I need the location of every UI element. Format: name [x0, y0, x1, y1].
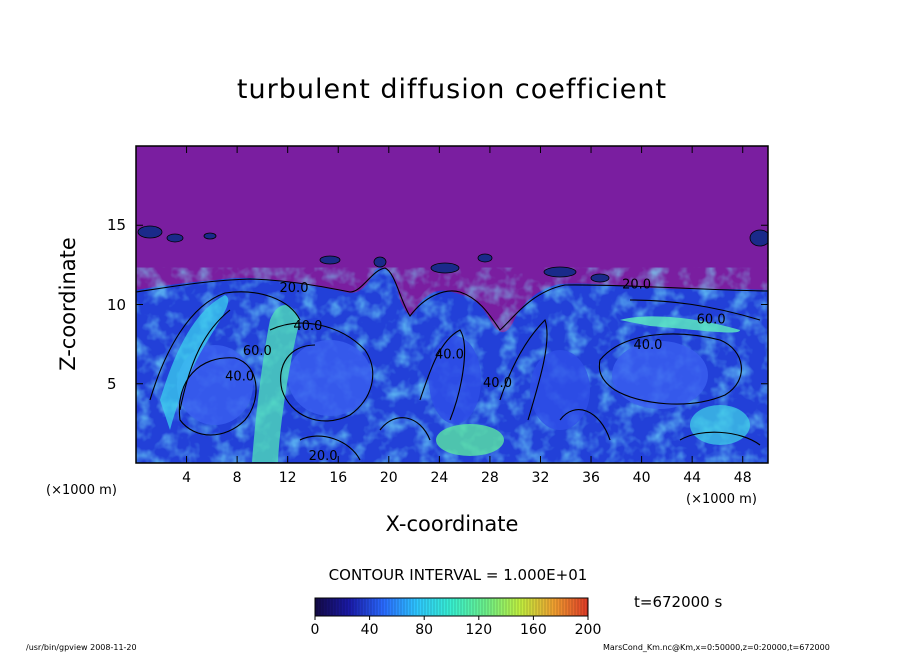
high-diffusion-band [436, 424, 504, 456]
x-tick-marks [186, 146, 744, 463]
plot-area [136, 146, 768, 463]
eddy-core [288, 340, 372, 416]
y-axis-label: Z-coordinate [56, 237, 80, 371]
x-tick-label: 32 [531, 470, 550, 486]
contour-interval-label: CONTOUR INTERVAL = 1.000E+01 [328, 566, 588, 584]
chart-title: turbulent diffusion coefficient [236, 74, 668, 105]
x-unit-label-left: (×1000 m) [46, 483, 117, 498]
x-tick-label: 8 [232, 470, 242, 486]
contour-label: 60.0 [243, 344, 272, 359]
x-tick-label: 36 [582, 470, 600, 486]
colorbar-tick-label: 120 [465, 622, 493, 638]
contour-label: 20.0 [309, 449, 338, 464]
high-diffusion-band [690, 405, 750, 445]
contour-label: 20.0 [622, 278, 651, 293]
colorbar-tick-label: 40 [360, 622, 379, 638]
footer-data-source: MarsCond_Km.nc@Km,x=0:50000,z=0:20000,t=… [603, 643, 830, 652]
x-tick-label: 12 [278, 470, 297, 486]
colorbar-tick-label: 0 [310, 622, 320, 638]
contour-label: 40.0 [633, 338, 662, 353]
contour-label: 40.0 [483, 376, 512, 391]
x-tick-label: 40 [632, 470, 651, 486]
eddy-core [429, 336, 481, 424]
colorbar-tick-marks [314, 599, 589, 620]
y-tick-marks [136, 224, 768, 385]
y-tick-label: 10 [107, 295, 127, 314]
contour-label: 40.0 [225, 370, 254, 385]
eddy-core [530, 350, 590, 430]
contour-label: 20.0 [280, 281, 309, 296]
contour-label: 40.0 [293, 319, 322, 334]
x-unit-label-right: (×1000 m) [686, 492, 757, 507]
y-tick-label: 15 [107, 216, 127, 235]
contour-lines [136, 267, 768, 461]
x-axis-label: X-coordinate [385, 512, 519, 536]
upper-patches [137, 225, 768, 283]
contour-label: 40.0 [435, 347, 464, 362]
eddy-core [177, 345, 253, 425]
x-tick-label: 48 [733, 470, 752, 486]
contour-labels: 20.0 40.0 40.0 60.0 20.0 20.0 60.0 40.0 40.0 40.0 [225, 278, 725, 464]
x-tick-label: 28 [480, 470, 499, 486]
x-tick-label: 4 [182, 470, 192, 486]
time-label: t=672000 s [634, 593, 723, 611]
colorbar-tick-label: 200 [574, 622, 602, 638]
x-tick-label: 16 [329, 470, 348, 486]
footer-program-info: /usr/bin/gpview 2008-11-20 [26, 643, 137, 652]
high-diffusion-band [252, 305, 300, 462]
x-tick-label: 24 [430, 470, 449, 486]
contour-label: 60.0 [697, 313, 726, 328]
colorbar-tick-label: 160 [520, 622, 547, 638]
colorbar-tick-label: 80 [415, 622, 434, 638]
x-tick-label: 20 [379, 470, 398, 486]
y-tick-label: 5 [107, 374, 117, 393]
x-tick-label: 44 [683, 470, 702, 486]
colorbar [314, 597, 589, 617]
high-diffusion-band [620, 316, 740, 333]
eddy-core [612, 341, 708, 409]
